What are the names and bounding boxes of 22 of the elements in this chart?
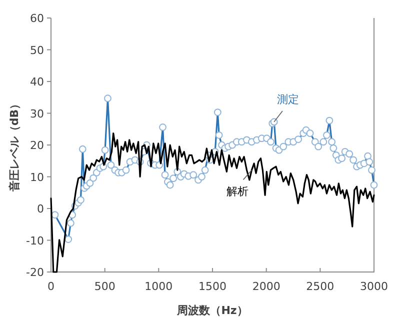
y-tick-label: 40 — [30, 76, 44, 88]
x-tick-label: 1000 — [144, 280, 173, 293]
x-tick-label: 3000 — [360, 280, 388, 293]
series-label: 測定 — [274, 92, 300, 122]
x-tick-label: 2500 — [306, 280, 334, 293]
series-label: 測定 — [277, 92, 300, 106]
y-tick-label: -20 — [26, 266, 44, 279]
series-label: 解析 — [226, 185, 249, 198]
x-tick-label: 1500 — [198, 280, 226, 293]
y-tick-label: 60 — [30, 12, 44, 25]
y-axis-title: 音圧レベル（dB） — [8, 98, 21, 193]
y-tick-label: -10 — [26, 234, 44, 248]
x-tick-label: 0 — [48, 280, 54, 293]
y-tick-label: 50 — [30, 44, 44, 57]
x-axis-title: 周波数（Hz） — [176, 304, 248, 317]
series-label: 解析 — [226, 170, 252, 198]
y-tick-label: 30 — [30, 107, 44, 120]
y-tick-label: 0 — [37, 202, 44, 216]
x-tick-label: 500 — [94, 280, 116, 293]
x-tick-label: 2000 — [252, 280, 280, 293]
y-tick-label: 20 — [30, 139, 44, 152]
y-tick-label: 10 — [30, 170, 44, 184]
